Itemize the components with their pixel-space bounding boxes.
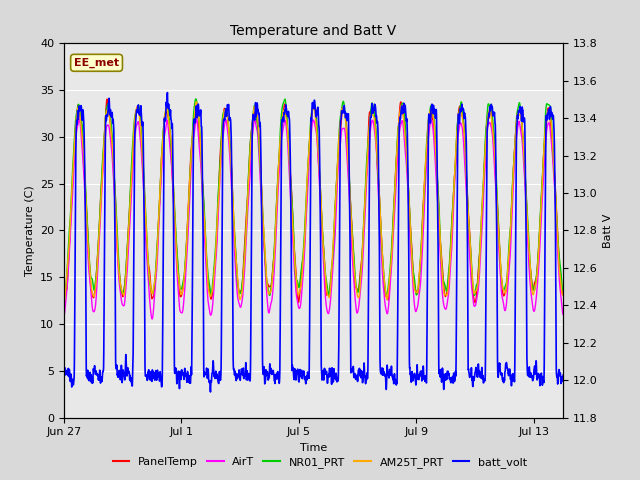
batt_volt (559, 372, 567, 378)
AirT (100, 164, 108, 169)
Line: NR01_PRT: NR01_PRT (64, 99, 563, 298)
AirT (60, 313, 68, 319)
AirT (76, 116, 83, 122)
batt_volt (168, 125, 176, 131)
NR01_PRT (168, 151, 175, 156)
AM25T_PRT (559, 292, 567, 298)
Title: Temperature and Batt V: Temperature and Batt V (230, 24, 397, 38)
PanelTemp (99, 156, 107, 162)
PanelTemp (454, 122, 461, 128)
AM25T_PRT (60, 300, 68, 306)
NR01_PRT (99, 148, 107, 154)
batt_volt (164, 90, 172, 96)
PanelTemp (60, 286, 68, 291)
Y-axis label: Batt V: Batt V (604, 213, 613, 248)
PanelTemp (103, 96, 111, 102)
AirT (168, 171, 176, 177)
Y-axis label: Temperature (C): Temperature (C) (24, 185, 35, 276)
AM25T_PRT (99, 157, 107, 163)
AM25T_PRT (335, 139, 342, 144)
AirT (335, 158, 342, 164)
AM25T_PRT (161, 110, 169, 116)
batt_volt (161, 115, 169, 120)
NR01_PRT (60, 295, 68, 301)
NR01_PRT (559, 288, 567, 294)
AirT (162, 127, 170, 132)
PanelTemp (168, 166, 176, 172)
Line: batt_volt: batt_volt (64, 93, 563, 392)
AM25T_PRT (454, 123, 461, 129)
Line: PanelTemp: PanelTemp (64, 99, 563, 302)
NR01_PRT (211, 264, 218, 269)
batt_volt (335, 343, 342, 348)
NR01_PRT (192, 96, 200, 102)
NR01_PRT (161, 111, 169, 117)
NR01_PRT (454, 120, 461, 125)
Line: AM25T_PRT: AM25T_PRT (64, 102, 563, 303)
batt_volt (60, 375, 68, 381)
AirT (559, 312, 567, 318)
Line: AirT: AirT (64, 119, 563, 319)
PanelTemp (471, 300, 479, 305)
AM25T_PRT (211, 270, 218, 276)
AirT (454, 136, 461, 142)
NR01_PRT (335, 138, 342, 144)
batt_volt (99, 368, 107, 374)
batt_volt (211, 371, 218, 377)
AirT (211, 279, 218, 285)
PanelTemp (161, 110, 169, 116)
PanelTemp (211, 268, 218, 274)
AirT (148, 316, 156, 322)
PanelTemp (559, 292, 567, 298)
AM25T_PRT (168, 145, 175, 151)
X-axis label: Time: Time (300, 443, 327, 453)
batt_volt (207, 389, 214, 395)
Legend: PanelTemp, AirT, NR01_PRT, AM25T_PRT, batt_volt: PanelTemp, AirT, NR01_PRT, AM25T_PRT, ba… (108, 452, 532, 472)
PanelTemp (335, 151, 342, 156)
batt_volt (454, 133, 461, 139)
AM25T_PRT (193, 99, 200, 105)
Text: EE_met: EE_met (74, 58, 119, 68)
